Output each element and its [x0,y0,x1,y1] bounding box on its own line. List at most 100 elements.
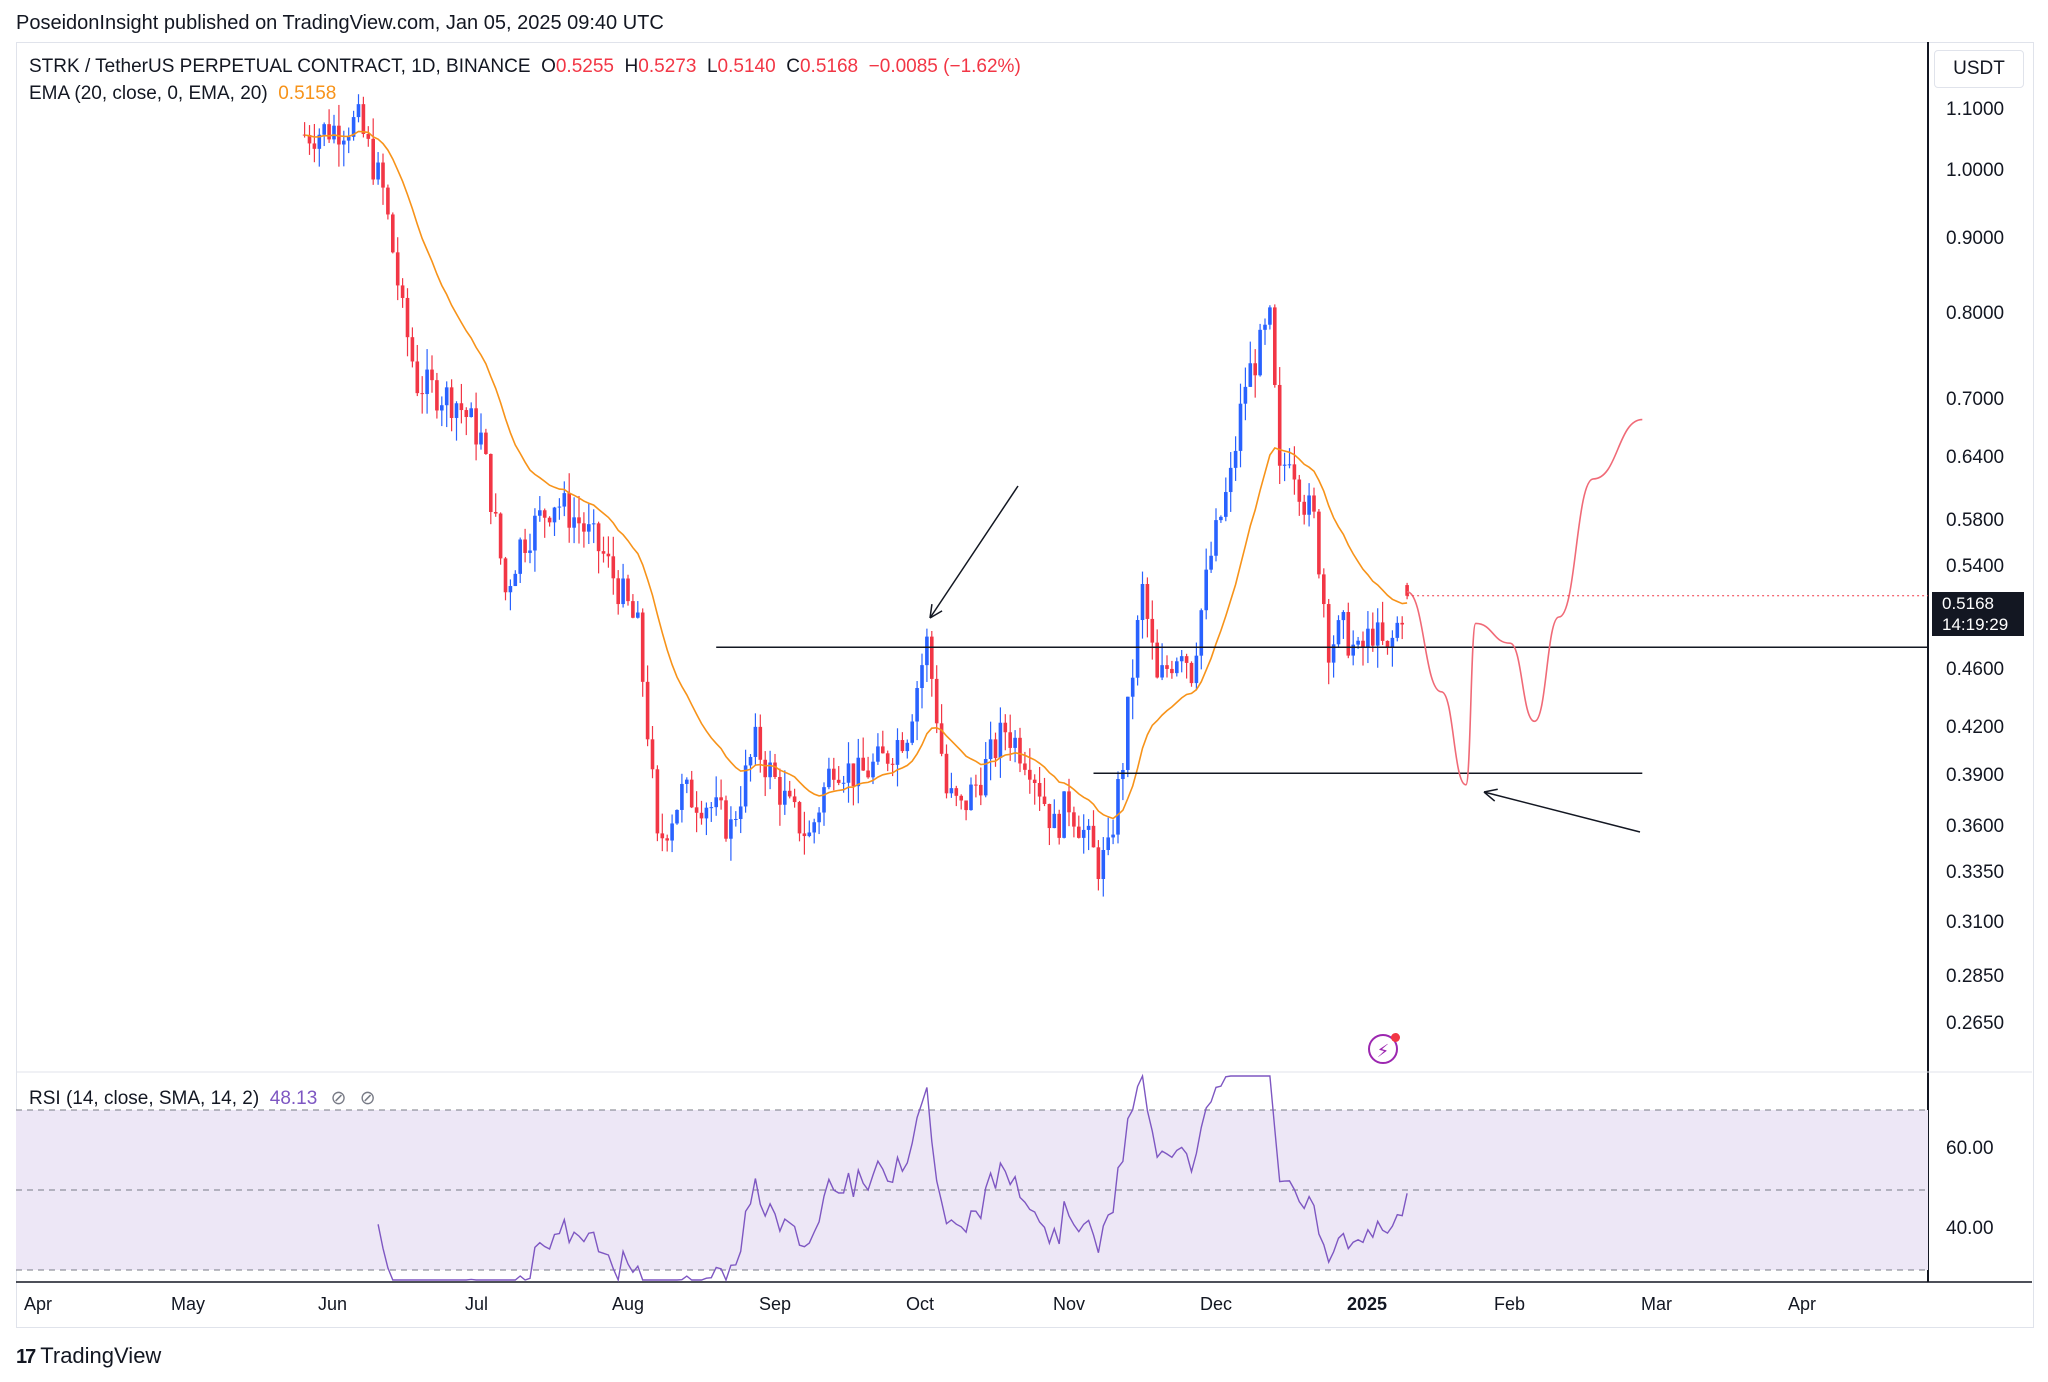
price-tick: 0.5400 [1946,555,2005,577]
candle-body [1184,656,1189,663]
candle-body [655,769,660,834]
arrow-down-head [929,604,933,619]
time-tick: Jun [318,1294,348,1314]
time-tick: Apr [1788,1294,1817,1314]
candle-body [1116,779,1120,835]
candle-body [1028,769,1032,780]
ema-line [304,130,1408,820]
candle-body [533,515,537,551]
candle-body [1096,847,1101,880]
candle-body [939,723,944,754]
candle-body [1160,665,1164,678]
price-tick: 0.5800 [1946,509,2005,531]
brand-name: TradingView [40,1343,162,1368]
candle-body [861,757,865,771]
candle-body [768,762,772,778]
candle-body [900,740,905,752]
candle-body [611,556,616,579]
candle-body [738,806,743,819]
candle-body [954,788,959,796]
eye-off-icon[interactable]: ⊘ [330,1088,347,1109]
candle-body [1091,825,1096,848]
candle-body [841,782,846,784]
candle-body [1302,501,1306,515]
candle-body [915,688,919,722]
candle-body [1268,307,1272,325]
candle-body [420,393,424,395]
candle-body [1209,555,1213,570]
symbol-legend: STRK / TetherUS PERPETUAL CONTRACT, 1D, … [29,56,1021,78]
arrow-left [1483,791,1641,833]
eye-off-icon[interactable]: ⊘ [359,1088,376,1109]
lightning-icon[interactable]: ⚡ [1368,1033,1400,1064]
price-tick: 0.3100 [1946,911,2005,933]
candle-body [832,768,836,780]
currency-button[interactable]: USDT [1934,50,2024,88]
candle-body [734,818,738,820]
candle-body [518,539,522,574]
candle-body [386,187,390,215]
candle-body [582,523,586,532]
candle-body [944,753,949,794]
candle-body [675,809,679,824]
candle-body [1052,813,1057,829]
candle-body [444,387,449,406]
candle-body [1243,386,1248,404]
candle-body [552,507,557,523]
candle-body [1380,622,1385,641]
change-value: −0.0085 (−1.62%) [868,56,1021,77]
time-tick: 2025 [1347,1294,1388,1314]
candle-body [513,573,518,587]
candle-body [670,823,674,841]
candle-body [489,453,493,512]
candle-body [317,134,322,149]
arrow-left-head [1483,788,1498,793]
candle-body [479,432,483,445]
candle-body [342,140,346,145]
candle-body [351,117,356,137]
candle-body [1008,732,1012,748]
candle-body [425,369,429,395]
candle-body [1199,610,1204,656]
candle-body [356,104,361,118]
candle-body [836,779,841,783]
candle-body [381,162,385,188]
candle-body [665,838,669,841]
candle-body [1233,450,1238,468]
candle-body [1121,769,1125,780]
time-tick: Sep [759,1294,792,1314]
candle-body [430,369,434,381]
candle-body [376,162,380,180]
candle-body [621,578,625,605]
candle-body [405,297,410,338]
close-label: C [786,56,800,77]
candle-body [626,578,630,602]
candle-body [1228,467,1233,493]
candle-body [1003,722,1008,733]
tradingview-logo-icon: 17 [16,1346,36,1368]
ema-legend[interactable]: EMA (20, close, 0, EMA, 20) 0.5158 [29,83,336,105]
candle-body [1356,640,1360,645]
candle-body [435,380,439,411]
rsi-legend[interactable]: RSI (14, close, SMA, 14, 2) 48.13 ⊘ ⊘ [29,1087,376,1110]
candle-body [395,252,400,286]
candle-body [312,143,317,149]
rsi-tick: 60.00 [1946,1138,1994,1159]
candle-body [773,762,777,778]
candle-body [1385,640,1390,647]
candle-body [1248,363,1253,387]
candle-body [1395,622,1400,638]
candle-body [327,124,331,140]
candle-body [1126,696,1130,770]
ema-value: 0.5158 [278,83,337,104]
candle-body [1361,640,1365,648]
candle-body [449,387,454,418]
close-value: 0.5168 [799,56,859,77]
candle-body [817,812,821,823]
candle-body [562,493,567,507]
symbol-title[interactable]: STRK / TetherUS PERPETUAL CONTRACT, 1D, … [29,56,531,77]
candle-body [1292,464,1297,480]
candle-body [758,726,763,760]
tradingview-logo[interactable]: 17 TradingView [16,1343,161,1369]
